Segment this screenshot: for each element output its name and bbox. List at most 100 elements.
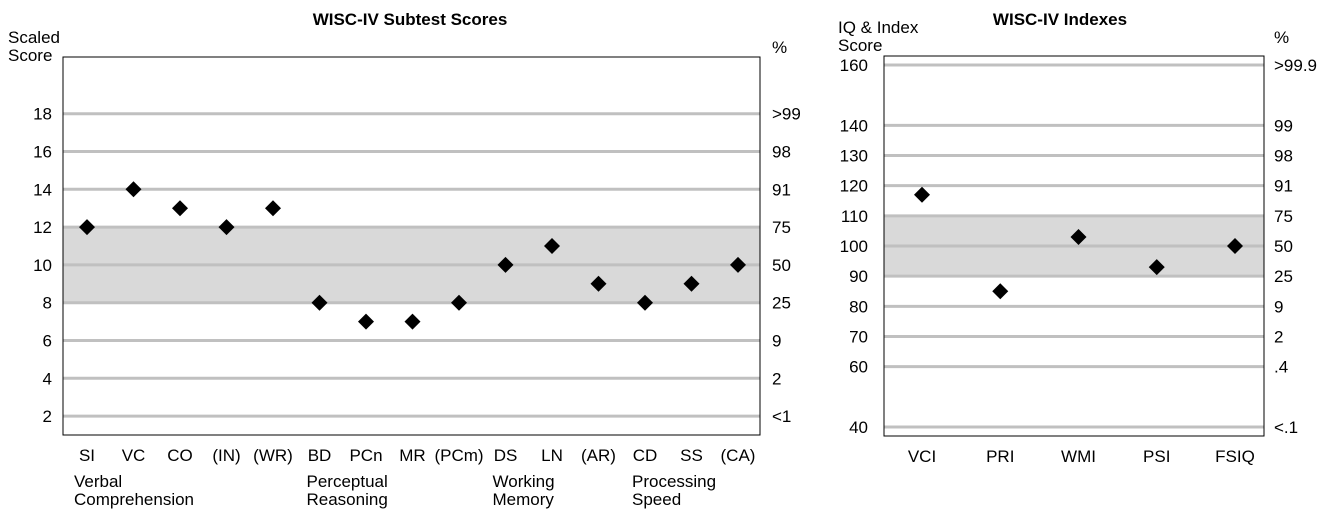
indexes-percentile-tick-label: 99 [1274, 116, 1293, 135]
subtest-x-tick-label: CD [633, 446, 658, 465]
subtest-data-point [730, 256, 746, 273]
subtest-data-point [683, 275, 700, 292]
subtest-y-axis-label-line1: Scaled [8, 28, 60, 47]
subtest-y-axis-label-line2: Score [8, 46, 52, 65]
subtest-percentile-tick-label: 9 [772, 332, 781, 351]
indexes-data-point [1227, 238, 1243, 254]
subtest-scores-chart: WISC-IV Subtest Scores Scaled Score % 2 4… [8, 10, 801, 509]
indexes-x-ticks: VCI PRI WMI PSI FSIQ [908, 447, 1255, 466]
indexes-percentile-ticks: <.1 .4 2 9 25 50 75 91 98 99 >99.9 [1274, 56, 1317, 437]
indexes-percentile-tick-label: 98 [1274, 147, 1293, 166]
indexes-x-tick-label: VCI [908, 447, 936, 466]
indexes-y-tick-label: 70 [849, 327, 868, 346]
subtest-y-tick-label: 18 [33, 105, 52, 124]
indexes-percentile-tick-label: 75 [1274, 207, 1293, 226]
subtest-group-label: Memory [493, 490, 555, 509]
subtest-data-point [590, 275, 607, 292]
indexes-chart: WISC-IV Indexes IQ & Index Score % 40 60 7… [838, 10, 1317, 466]
subtest-x-tick-label: CO [167, 446, 193, 465]
indexes-y-tick-label: 80 [849, 297, 868, 316]
indexes-y-tick-label: 140 [840, 116, 868, 135]
indexes-y-tick-label: 100 [840, 237, 868, 256]
subtest-percentile-tick-label: 2 [772, 369, 781, 388]
subtest-y-tick-label: 14 [33, 180, 52, 199]
indexes-x-tick-label: PSI [1143, 447, 1170, 466]
subtest-data-point [125, 181, 142, 198]
indexes-y-ticks: 40 60 70 80 90 100 110 120 130 140 160 [840, 56, 868, 437]
indexes-percentile-tick-label: <.1 [1274, 418, 1298, 437]
subtest-percentile-tick-label: >99 [772, 105, 801, 124]
subtest-group-label: Reasoning [307, 490, 388, 509]
subtest-percentile-tick-label: 25 [772, 294, 791, 313]
subtest-data-point [79, 219, 95, 236]
subtest-y-tick-label: 8 [43, 294, 52, 313]
indexes-x-tick-label: PRI [986, 447, 1014, 466]
indexes-percentile-tick-label: .4 [1274, 358, 1288, 377]
subtest-data-point [637, 294, 653, 311]
subtest-percentile-tick-label: 98 [772, 143, 791, 162]
subtest-y-tick-label: 16 [33, 143, 52, 162]
subtest-group-label: Speed [632, 490, 681, 509]
indexes-percentile-tick-label: >99.9 [1274, 56, 1317, 75]
subtest-data-point [404, 313, 421, 330]
indexes-y-tick-label: 60 [849, 358, 868, 377]
indexes-y-tick-label: 110 [841, 207, 868, 226]
indexes-gridlines [884, 63, 1264, 429]
subtest-x-tick-label: (CA) [721, 446, 756, 465]
subtest-data-point [218, 219, 235, 236]
subtest-group-label: Verbal [74, 472, 122, 491]
subtest-x-tick-label: (WR) [253, 446, 293, 465]
subtest-chart-title: WISC-IV Subtest Scores [313, 10, 508, 29]
indexes-plot-frame [883, 55, 1265, 437]
indexes-data-point [1148, 259, 1165, 276]
subtest-x-tick-label: PCn [349, 446, 382, 465]
indexes-y-tick-label: 160 [840, 56, 868, 75]
indexes-data-point [992, 283, 1009, 300]
indexes-percentile-tick-label: 91 [1274, 177, 1293, 196]
subtest-y-tick-label: 2 [43, 407, 52, 426]
subtest-percentile-tick-label: <1 [772, 407, 791, 426]
subtest-x-tick-label: BD [308, 446, 332, 465]
indexes-data-points [914, 186, 1243, 300]
indexes-data-point [914, 186, 930, 203]
subtest-data-point [358, 313, 374, 330]
subtest-group-label: Comprehension [74, 490, 194, 509]
indexes-percentile-tick-label: 25 [1274, 267, 1293, 286]
subtest-gridlines [63, 112, 760, 418]
subtest-percentile-tick-label: 91 [772, 180, 791, 199]
subtest-data-point [172, 200, 188, 217]
indexes-data-point [1070, 228, 1087, 245]
indexes-y-axis-label-line1: IQ & Index [838, 18, 919, 37]
subtest-plot-frame [62, 56, 761, 436]
subtest-x-tick-label: DS [494, 446, 518, 465]
subtest-percentile-axis-label: % [772, 38, 787, 57]
indexes-y-tick-label: 120 [840, 177, 868, 196]
subtest-percentile-tick-label: 75 [772, 218, 791, 237]
subtest-x-ticks: SI VC CO (IN) (WR) BD PCn MR (PCm) DS LN (AR) CD SS (C… [79, 446, 756, 465]
indexes-y-tick-label: 90 [849, 267, 868, 286]
indexes-y-axis-label-line2: Score [838, 36, 882, 55]
subtest-x-tick-label: SI [79, 446, 95, 465]
indexes-x-tick-label: WMI [1061, 447, 1096, 466]
subtest-x-tick-label: MR [399, 446, 425, 465]
subtest-group-label: Processing [632, 472, 716, 491]
indexes-percentile-tick-label: 50 [1274, 237, 1293, 256]
subtest-percentile-ticks: <1 2 9 25 50 75 91 98 >99 [772, 105, 801, 426]
subtest-data-point [497, 256, 514, 273]
indexes-percentile-tick-label: 9 [1274, 297, 1283, 316]
indexes-y-tick-label: 130 [840, 147, 868, 166]
subtest-x-tick-label: LN [541, 446, 563, 465]
subtest-x-tick-label: VC [122, 446, 146, 465]
subtest-y-tick-label: 12 [33, 218, 52, 237]
indexes-x-tick-label: FSIQ [1215, 447, 1255, 466]
subtest-x-tick-label: SS [680, 446, 703, 465]
indexes-chart-title: WISC-IV Indexes [993, 10, 1127, 29]
indexes-percentile-tick-label: 2 [1274, 327, 1283, 346]
subtest-data-point [544, 238, 560, 254]
subtest-y-tick-label: 6 [43, 332, 52, 351]
subtest-x-tick-label: (AR) [581, 446, 616, 465]
indexes-percentile-axis-label: % [1274, 28, 1289, 47]
subtest-y-tick-label: 10 [33, 256, 52, 275]
indexes-y-tick-label: 40 [849, 418, 868, 437]
